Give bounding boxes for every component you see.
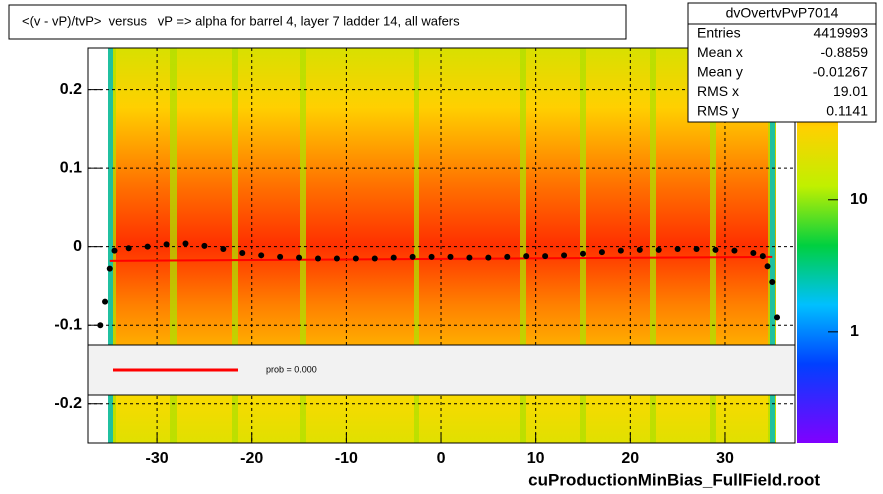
x-tick-label: 20 <box>621 450 639 467</box>
profile-point <box>504 253 511 260</box>
x-tick-label: 0 <box>437 450 446 467</box>
stats-value: 0.1141 <box>826 103 868 119</box>
profile-point <box>693 246 700 253</box>
profile-point <box>163 241 170 248</box>
profile-point <box>277 253 284 260</box>
footer: cuProductionMinBias_FullField.root <box>528 470 820 489</box>
profile-point <box>523 253 530 260</box>
profile-point <box>102 298 109 305</box>
profile-point <box>409 253 416 260</box>
z-tick-label: 10 <box>850 191 868 208</box>
profile-point <box>111 247 118 254</box>
profile-point <box>764 263 771 270</box>
edge-column <box>108 48 113 443</box>
stats-value: -0.8859 <box>821 44 869 60</box>
fit-line <box>109 255 773 262</box>
stats-label: Entries <box>697 25 741 41</box>
x-tick-label: -30 <box>146 450 169 467</box>
stats-label: RMS y <box>697 103 739 119</box>
y-tick-label: -0.2 <box>54 395 82 412</box>
profile-point <box>712 246 719 253</box>
stats-label: RMS x <box>697 83 739 99</box>
y-tick-label: 0 <box>73 238 82 255</box>
profile-point <box>97 322 104 329</box>
stats-label: Mean y <box>697 64 743 80</box>
profile-point <box>314 255 321 262</box>
profile-point <box>759 253 766 260</box>
stats-box <box>687 2 877 123</box>
profile-point <box>220 246 227 253</box>
profile-point <box>258 252 265 259</box>
stats-value: -0.01267 <box>813 64 868 80</box>
stats-title: dvOvertvPvP7014 <box>726 5 839 21</box>
profile-point <box>352 255 359 262</box>
profile-point <box>239 249 246 256</box>
chart-title: <(v - vP)/tvP> versus vP => alpha for ba… <box>22 13 460 28</box>
edge-column <box>770 48 775 443</box>
profile-point <box>428 253 435 260</box>
x-tick-label: -20 <box>240 450 263 467</box>
y-tick-label: -0.1 <box>54 316 82 333</box>
profile-point <box>750 249 757 256</box>
x-tick-label: 30 <box>716 450 734 467</box>
profile-point <box>125 245 132 252</box>
x-tick-label: -10 <box>335 450 358 467</box>
stats-value: 19.01 <box>833 83 868 99</box>
profile-point <box>201 242 208 249</box>
profile-point <box>769 279 776 286</box>
profile-point <box>485 254 492 261</box>
profile-point <box>636 246 643 253</box>
profile-point <box>390 254 397 261</box>
profile-point <box>579 250 586 257</box>
profile-point <box>144 243 151 250</box>
profile-point <box>774 314 781 321</box>
profile-point <box>447 253 454 260</box>
y-tick-label: 0.1 <box>60 159 82 176</box>
stats-value: 4419993 <box>813 25 868 41</box>
profile-point <box>542 253 549 260</box>
profile-point <box>598 249 605 256</box>
profile-point <box>296 254 303 261</box>
profile-point <box>182 240 189 247</box>
profile-point <box>333 255 340 262</box>
title-box <box>8 4 627 40</box>
legend-text: prob = 0.000 <box>266 364 317 374</box>
stats-label: Mean x <box>697 44 743 60</box>
profile-point <box>106 265 113 272</box>
profile-point <box>561 252 568 259</box>
profile-point <box>731 247 738 254</box>
profile-point <box>466 254 473 261</box>
profile-point <box>674 246 681 253</box>
z-tick-label: 1 <box>850 323 859 340</box>
y-tick-label: 0.2 <box>60 81 82 98</box>
profile-point <box>655 246 662 253</box>
profile-point <box>371 255 378 262</box>
x-tick-label: 10 <box>527 450 545 467</box>
profile-point <box>617 247 624 254</box>
